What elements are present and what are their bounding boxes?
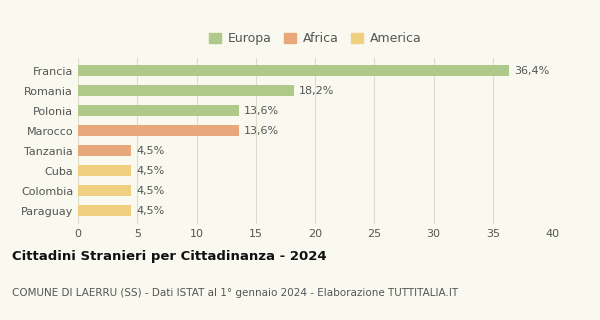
Text: 36,4%: 36,4% <box>514 66 550 76</box>
Text: 4,5%: 4,5% <box>136 146 164 156</box>
Bar <box>78 125 239 136</box>
Bar <box>78 65 509 76</box>
Bar <box>78 185 131 196</box>
Bar <box>78 85 293 96</box>
Text: 13,6%: 13,6% <box>244 126 279 136</box>
Text: COMUNE DI LAERRU (SS) - Dati ISTAT al 1° gennaio 2024 - Elaborazione TUTTITALIA.: COMUNE DI LAERRU (SS) - Dati ISTAT al 1°… <box>12 288 458 298</box>
Text: 4,5%: 4,5% <box>136 186 164 196</box>
Text: 13,6%: 13,6% <box>244 106 279 116</box>
Bar <box>78 205 131 216</box>
Bar <box>78 145 131 156</box>
Text: Cittadini Stranieri per Cittadinanza - 2024: Cittadini Stranieri per Cittadinanza - 2… <box>12 250 326 263</box>
Text: 18,2%: 18,2% <box>298 86 334 96</box>
Text: 4,5%: 4,5% <box>136 166 164 176</box>
Text: 4,5%: 4,5% <box>136 206 164 216</box>
Bar <box>78 105 239 116</box>
Legend: Europa, Africa, America: Europa, Africa, America <box>203 27 427 50</box>
Bar <box>78 165 131 176</box>
